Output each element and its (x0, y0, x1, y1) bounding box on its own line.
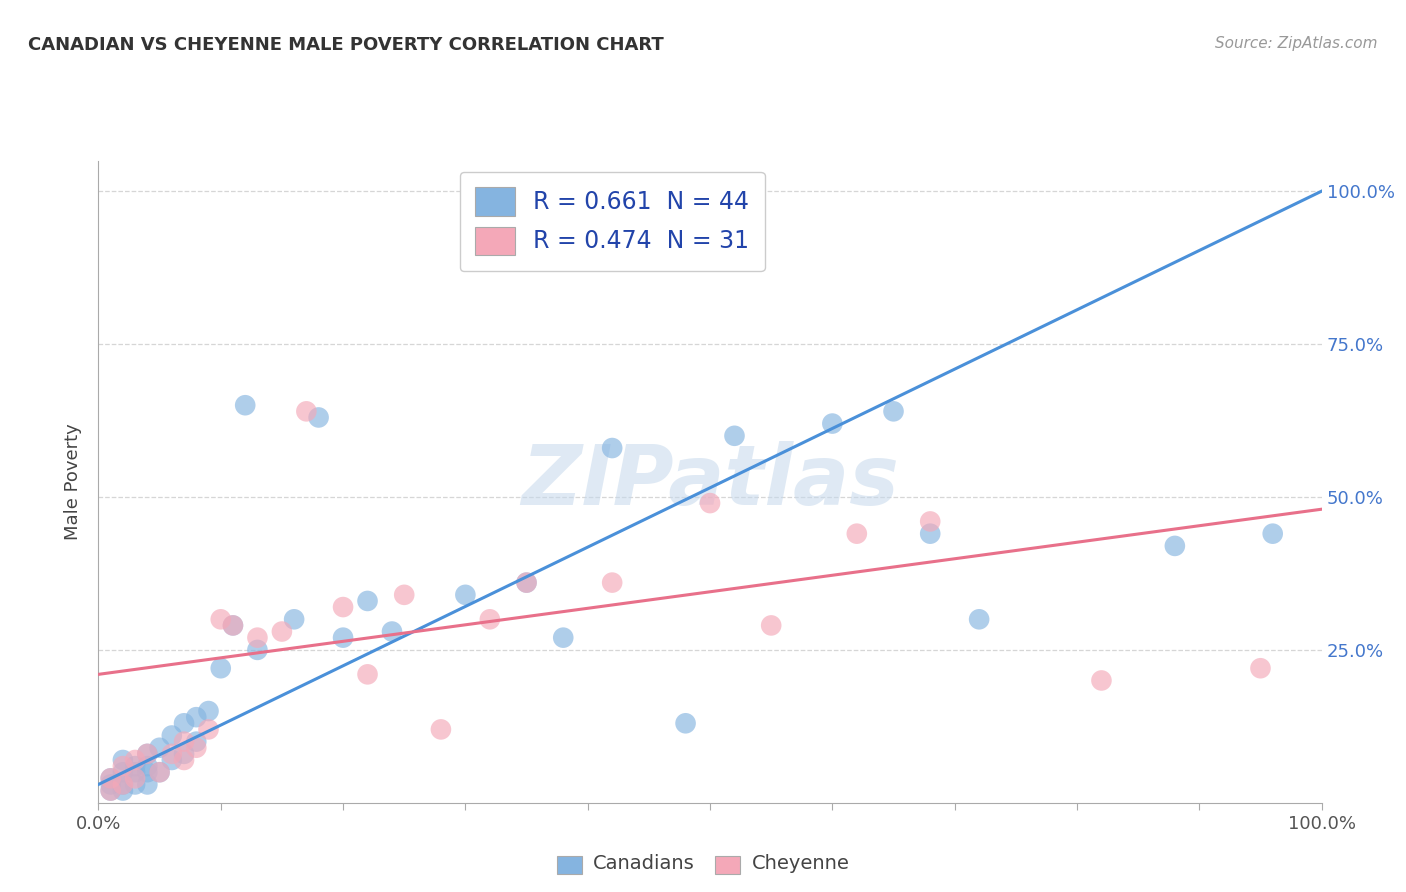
Point (515, 575, 537, 590)
Point (209, 661, 232, 675)
Point (675, 716, 697, 731)
Point (136, 765, 159, 780)
Point (111, 783, 134, 797)
Point (124, 753, 146, 767)
Point (332, 600, 354, 615)
Point (136, 777, 159, 791)
Point (100, 772, 122, 786)
Point (845, 526, 868, 541)
Point (308, 410, 330, 425)
Point (160, 747, 183, 761)
Point (1249, 661, 1271, 675)
Point (160, 729, 183, 743)
Point (600, 441, 623, 455)
Point (967, 612, 990, 626)
Point (1164, 539, 1187, 553)
Point (430, 723, 453, 737)
Point (332, 631, 354, 645)
Point (246, 643, 269, 657)
Point (600, 575, 623, 590)
Point (111, 765, 134, 780)
Point (761, 618, 783, 632)
Point (270, 624, 294, 639)
Point (173, 716, 195, 731)
Point (197, 723, 219, 737)
Point (160, 753, 183, 767)
Point (356, 667, 378, 681)
Point (186, 710, 208, 724)
Point (454, 588, 477, 602)
Point (920, 526, 942, 541)
Text: Source: ZipAtlas.com: Source: ZipAtlas.com (1215, 36, 1378, 51)
Point (111, 753, 134, 767)
Point (100, 783, 122, 797)
Point (173, 747, 195, 761)
Point (821, 417, 844, 431)
Point (222, 618, 245, 632)
Legend: R = 0.661  N = 44, R = 0.474  N = 31: R = 0.661 N = 44, R = 0.474 N = 31 (460, 171, 765, 271)
Point (723, 429, 745, 443)
Point (173, 734, 195, 748)
Point (100, 777, 122, 791)
Point (124, 765, 146, 780)
Point (381, 624, 404, 639)
Point (515, 575, 537, 590)
Point (295, 404, 318, 418)
Point (136, 759, 159, 773)
Point (920, 515, 942, 529)
Point (478, 612, 501, 626)
Point (136, 747, 159, 761)
Point (124, 772, 146, 786)
Point (173, 753, 195, 767)
Point (246, 631, 269, 645)
Text: CANADIAN VS CHEYENNE MALE POVERTY CORRELATION CHART: CANADIAN VS CHEYENNE MALE POVERTY CORREL… (28, 36, 664, 54)
Point (356, 594, 378, 608)
Point (149, 740, 172, 755)
Point (186, 740, 208, 755)
Point (124, 759, 146, 773)
Point (1090, 673, 1112, 688)
Point (233, 398, 256, 412)
Point (111, 777, 134, 791)
Point (1261, 526, 1284, 541)
Point (553, 631, 575, 645)
Text: ZIPatlas: ZIPatlas (522, 442, 898, 522)
Point (149, 765, 172, 780)
Point (283, 612, 305, 626)
Y-axis label: Male Poverty: Male Poverty (65, 424, 83, 540)
Point (209, 612, 232, 626)
Legend: Canadians, Cheyenne: Canadians, Cheyenne (550, 847, 856, 880)
Point (136, 747, 159, 761)
Point (197, 704, 219, 718)
Point (699, 496, 721, 510)
Point (100, 783, 122, 797)
Point (111, 777, 134, 791)
Point (149, 765, 172, 780)
Point (883, 404, 905, 418)
Point (186, 734, 208, 748)
Point (111, 759, 134, 773)
Point (392, 588, 416, 602)
Point (100, 772, 122, 786)
Point (124, 777, 146, 791)
Point (222, 618, 245, 632)
